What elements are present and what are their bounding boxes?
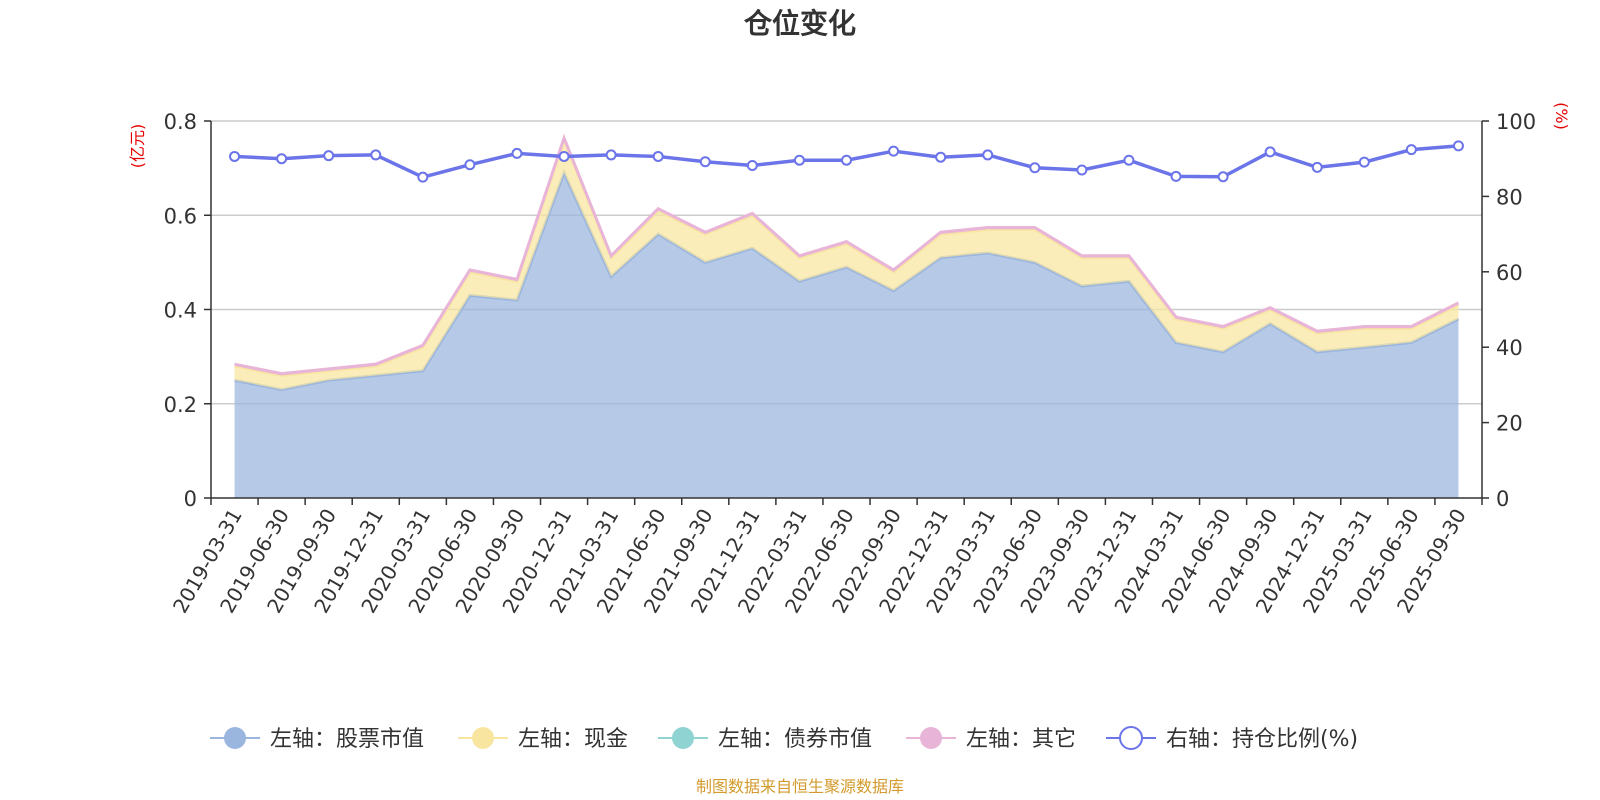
left-axis-tick-label: 0.8 (164, 110, 197, 134)
ratio-point (1311, 161, 1323, 173)
ratio-point (605, 149, 617, 161)
ratio-point (1264, 146, 1276, 158)
ratio-point (370, 149, 382, 161)
right-axis-tick-label: 60 (1496, 261, 1523, 285)
legend-label: 左轴：债券市值 (718, 727, 872, 752)
left-axis-tick-label: 0 (184, 487, 197, 511)
left-axis-unit: (亿元) (128, 124, 147, 169)
legend: 左轴：股票市值 左轴：现金 左轴：债券市值 左轴：其它 右轴：持仓比例(%) (210, 726, 1358, 752)
ratio-point (1123, 154, 1135, 166)
ratio-point (652, 150, 664, 162)
ratio-point (464, 159, 476, 171)
ratio-point (558, 150, 570, 162)
right-axis-tick-label: 20 (1496, 412, 1523, 436)
ratio-point (1405, 144, 1417, 156)
ratio-point (699, 156, 711, 168)
ratio-point (793, 154, 805, 166)
ratio-point (276, 153, 288, 165)
area-line-左轴：其它 (234, 133, 1460, 376)
ratio-point (841, 154, 852, 166)
ratio-point (888, 145, 900, 157)
data-source-note: 制图数据来自恒生聚源数据库 (696, 777, 904, 796)
ratio-point (1358, 156, 1370, 168)
chart-title: 仓位变化 (744, 7, 856, 40)
legend-label: 右轴：持仓比例(%) (1166, 727, 1358, 752)
holding-ratio-series (229, 140, 1464, 183)
ratio-point (323, 150, 335, 162)
ratio-point (982, 149, 994, 161)
legend-marker-左轴：债券市值 (672, 727, 694, 749)
ratio-point (1452, 140, 1464, 152)
ratio-point (417, 171, 429, 183)
legend-label: 左轴：现金 (518, 727, 628, 752)
ratio-point (746, 159, 758, 171)
right-axis-tick-label: 100 (1496, 110, 1536, 134)
ratio-point (229, 150, 241, 162)
right-axis-tick-label: 40 (1496, 336, 1523, 360)
left-axis-tick-label: 0.6 (164, 204, 197, 228)
left-axis-tick-label: 0.2 (164, 393, 197, 417)
ratio-point (1217, 171, 1229, 183)
stacked-areas (234, 133, 1460, 498)
right-axis-tick-label: 80 (1496, 185, 1523, 209)
legend-marker-左轴：现金 (472, 727, 494, 749)
ratio-point (1076, 164, 1088, 176)
area-左轴：现金 (234, 139, 1459, 390)
legend-marker-右轴：持仓比例(%) (1119, 726, 1143, 750)
left-axis-tick-label: 0.4 (164, 299, 197, 323)
area-左轴：股票市值 (234, 172, 1459, 498)
legend-label: 左轴：股票市值 (270, 727, 424, 752)
ratio-point (1029, 162, 1041, 174)
ratio-point (935, 151, 947, 163)
legend-marker-左轴：其它 (920, 727, 942, 749)
right-axis-tick-label: 0 (1496, 487, 1509, 511)
legend-label: 左轴：其它 (966, 727, 1076, 752)
ratio-point (511, 147, 523, 159)
right-axis-unit: (%) (1552, 102, 1571, 130)
legend-marker-左轴：股票市值 (224, 727, 246, 749)
ratio-point (1170, 170, 1182, 182)
